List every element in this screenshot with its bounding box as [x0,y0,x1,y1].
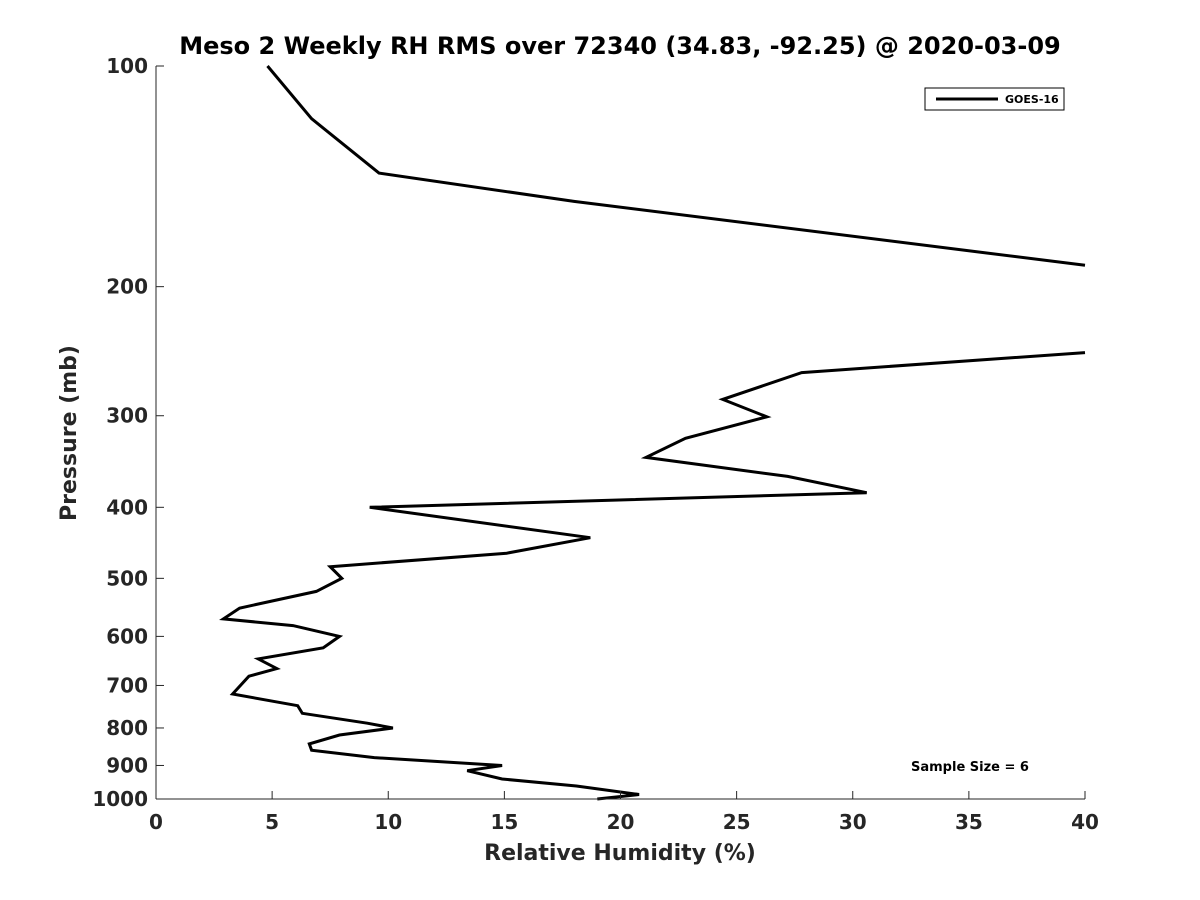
x-tick-label: 35 [955,810,983,834]
y-axis-label: Pressure (mb) [57,345,82,521]
y-tick-label: 400 [106,495,148,519]
y-tick-label: 900 [106,753,148,777]
x-tick-label: 20 [607,810,635,834]
sample-size-annotation: Sample Size = 6 [911,760,1029,775]
x-tick-label: 5 [265,810,279,834]
x-axis-label: Relative Humidity (%) [484,841,756,866]
series-line [219,351,1086,801]
ticks-layer: 0 5 10 15 20 25 30 35 40 100 200 300 400 500 600 700 800… [92,54,1099,834]
x-tick-label: 15 [490,810,518,834]
legend: GOES-16 [924,87,1065,111]
y-tick-label: 500 [106,566,148,590]
x-tick-label: 10 [374,810,402,834]
y-tick-label: 200 [106,275,148,299]
series-line [266,65,1086,267]
y-tick-label: 700 [106,673,148,697]
y-tick-label: 100 [106,54,148,78]
y-tick-label: 600 [106,624,148,648]
x-tick-label: 30 [839,810,867,834]
y-tick-label: 300 [106,404,148,428]
y-tick-label: 1000 [92,787,148,811]
plot-background [156,66,1085,799]
legend-label: GOES-16 [1005,93,1059,106]
x-tick-label: 25 [723,810,751,834]
x-tick-label: 0 [149,810,163,834]
series-layer [219,65,1086,801]
y-tick-label: 800 [106,716,148,740]
x-tick-label: 40 [1071,810,1099,834]
chart-title: Meso 2 Weekly RH RMS over 72340 (34.83, … [179,32,1061,60]
